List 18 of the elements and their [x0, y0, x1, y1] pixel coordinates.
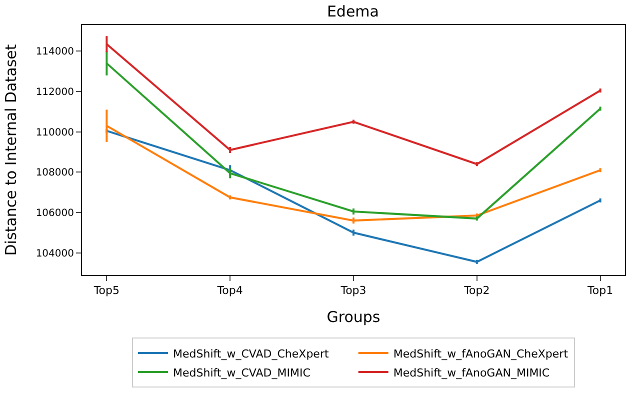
y-tick-label: 108000 — [36, 168, 74, 179]
y-tick-label: 114000 — [36, 46, 74, 58]
x-tick-label: Top3 — [340, 284, 366, 298]
x-tick-label: Top4 — [216, 284, 243, 298]
y-tick-label: 112000 — [36, 87, 74, 98]
y-tick-label: 104000 — [36, 248, 74, 260]
y-tick-label: 110000 — [36, 127, 74, 138]
x-tick-label: Top5 — [92, 284, 120, 298]
x-axis-title: Groups — [326, 308, 380, 326]
x-tick-label: Top1 — [586, 284, 614, 298]
legend-label: MedShift_w_CVAD_MIMIC — [173, 366, 311, 380]
legend-label: MedShift_w_CVAD_CheXpert — [173, 347, 330, 360]
legend-label: MedShift_w_fAnoGAN_CheXpert — [393, 347, 569, 360]
y-tick-label: 106000 — [36, 208, 74, 219]
y-axis-title: Distance to Internal Dataset — [2, 44, 20, 256]
x-tick-label: Top2 — [463, 284, 490, 298]
chart-title: Edema — [326, 2, 379, 20]
legend-label: MedShift_w_fAnoGAN_MIMIC — [393, 366, 550, 380]
